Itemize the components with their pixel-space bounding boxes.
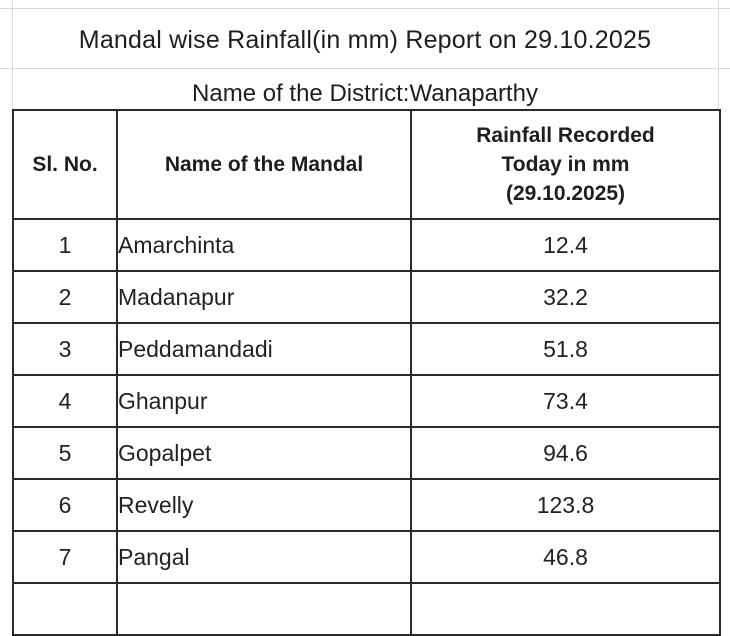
header-mandal-name: Name of the Mandal [116,109,412,220]
table-row: 1 Amarchinta 12.4 [12,218,721,272]
row-mandal-name: Peddamandadi [116,322,412,376]
row-sl-no: 4 [12,374,118,428]
row-sl-no: 2 [12,270,118,324]
table-header-row: Sl. No. Name of the Mandal Rainfall Reco… [12,109,721,220]
table-row: 6 Revelly 123.8 [12,478,721,532]
district-name: Name of the District:Wanaparthy [192,80,538,107]
row-sl-no: 7 [12,530,118,584]
row-rainfall-value: 51.8 [410,322,721,376]
rainfall-table: Sl. No. Name of the Mandal Rainfall Reco… [12,109,721,636]
row-mandal-name: Pangal [116,530,412,584]
header-rainfall-line3: (29.10.2025) [505,182,626,205]
table-row: 7 Pangal 46.8 [12,530,721,584]
row-rainfall-value: 46.8 [410,530,721,584]
row-rainfall-value: 32.2 [410,270,721,324]
header-rainfall: Rainfall Recorded Today in mm (29.10.202… [410,109,721,220]
row-mandal-name: Madanapur [116,270,412,324]
header-sl-no: Sl. No. [12,109,118,220]
row-sl-no: 3 [12,322,118,376]
row-sl-no: 1 [12,218,118,272]
header-rainfall-line2: Today in mm [501,153,630,176]
row-rainfall-value: 94.6 [410,426,721,480]
row-mandal-name: Revelly [116,478,412,532]
row-sl-no: 5 [12,426,118,480]
table-row: 5 Gopalpet 94.6 [12,426,721,480]
table-row: 4 Ghanpur 73.4 [12,374,721,428]
header-rainfall-line1: Rainfall Recorded [476,124,655,147]
row-rainfall-value: 123.8 [410,478,721,532]
row-rainfall-value: 73.4 [410,374,721,428]
table-row: 3 Peddamandadi 51.8 [12,322,721,376]
report-title: Mandal wise Rainfall(in mm) Report on 29… [78,26,652,54]
table-row: 2 Madanapur 32.2 [12,270,721,324]
row-sl-no: 6 [12,478,118,532]
row-mandal-name: Ghanpur [116,374,412,428]
row-mandal-name: Gopalpet [116,426,412,480]
row-mandal-name: Amarchinta [116,218,412,272]
row-rainfall-value: 12.4 [410,218,721,272]
